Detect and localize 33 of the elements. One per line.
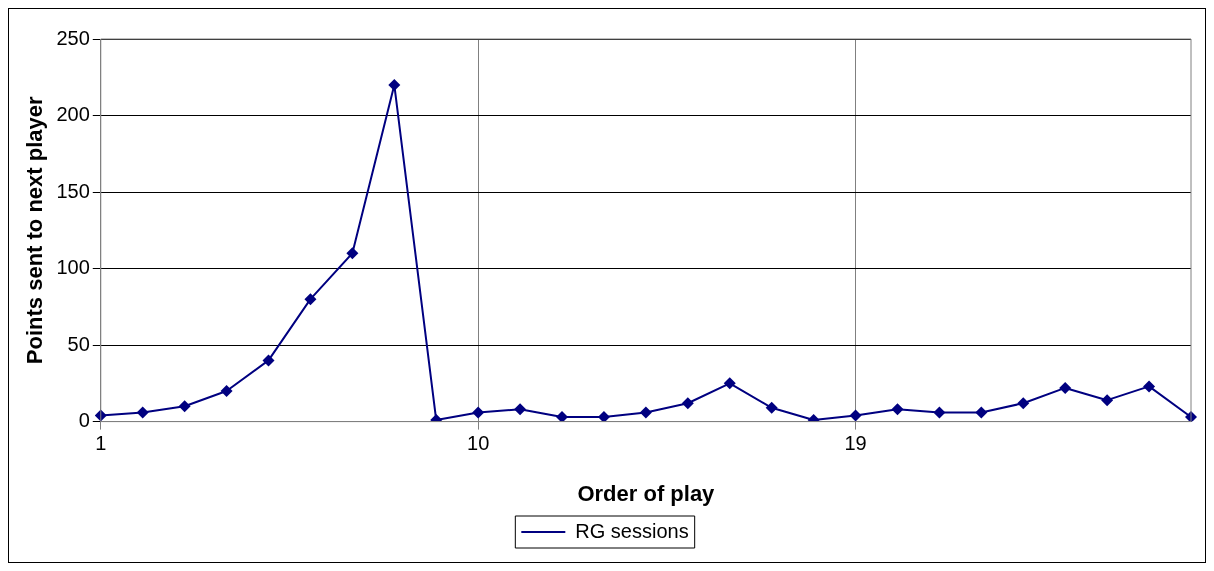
point [975, 406, 988, 419]
point [849, 409, 862, 422]
point [1101, 394, 1114, 407]
y-tick-label: 250 [56, 26, 90, 49]
point [388, 78, 401, 91]
point [346, 247, 359, 260]
point [1059, 381, 1072, 394]
point [1143, 380, 1156, 393]
x-tick-label: 1 [95, 432, 107, 455]
point [1017, 397, 1030, 410]
x-tick-label: 10 [467, 432, 490, 455]
point [262, 354, 275, 367]
x-axis-title: Order of play [577, 480, 716, 506]
point [472, 406, 485, 419]
y-axis-title: Points sent to next player [22, 96, 48, 365]
point [639, 406, 652, 419]
point [136, 406, 149, 419]
legend-label: RG sessions [575, 519, 689, 542]
point [933, 406, 946, 419]
point [681, 397, 694, 410]
y-tick-label: 100 [56, 256, 90, 279]
point [304, 293, 317, 306]
point [765, 401, 778, 414]
y-tick-label: 0 [78, 409, 90, 432]
y-tick-label: 150 [56, 179, 90, 202]
x-tick-label: 19 [844, 432, 867, 455]
y-tick-label: 50 [67, 332, 90, 355]
point [891, 403, 904, 416]
y-tick-label: 200 [56, 103, 90, 126]
point [178, 400, 191, 413]
point [723, 377, 736, 390]
point [220, 384, 233, 397]
point [514, 403, 527, 416]
